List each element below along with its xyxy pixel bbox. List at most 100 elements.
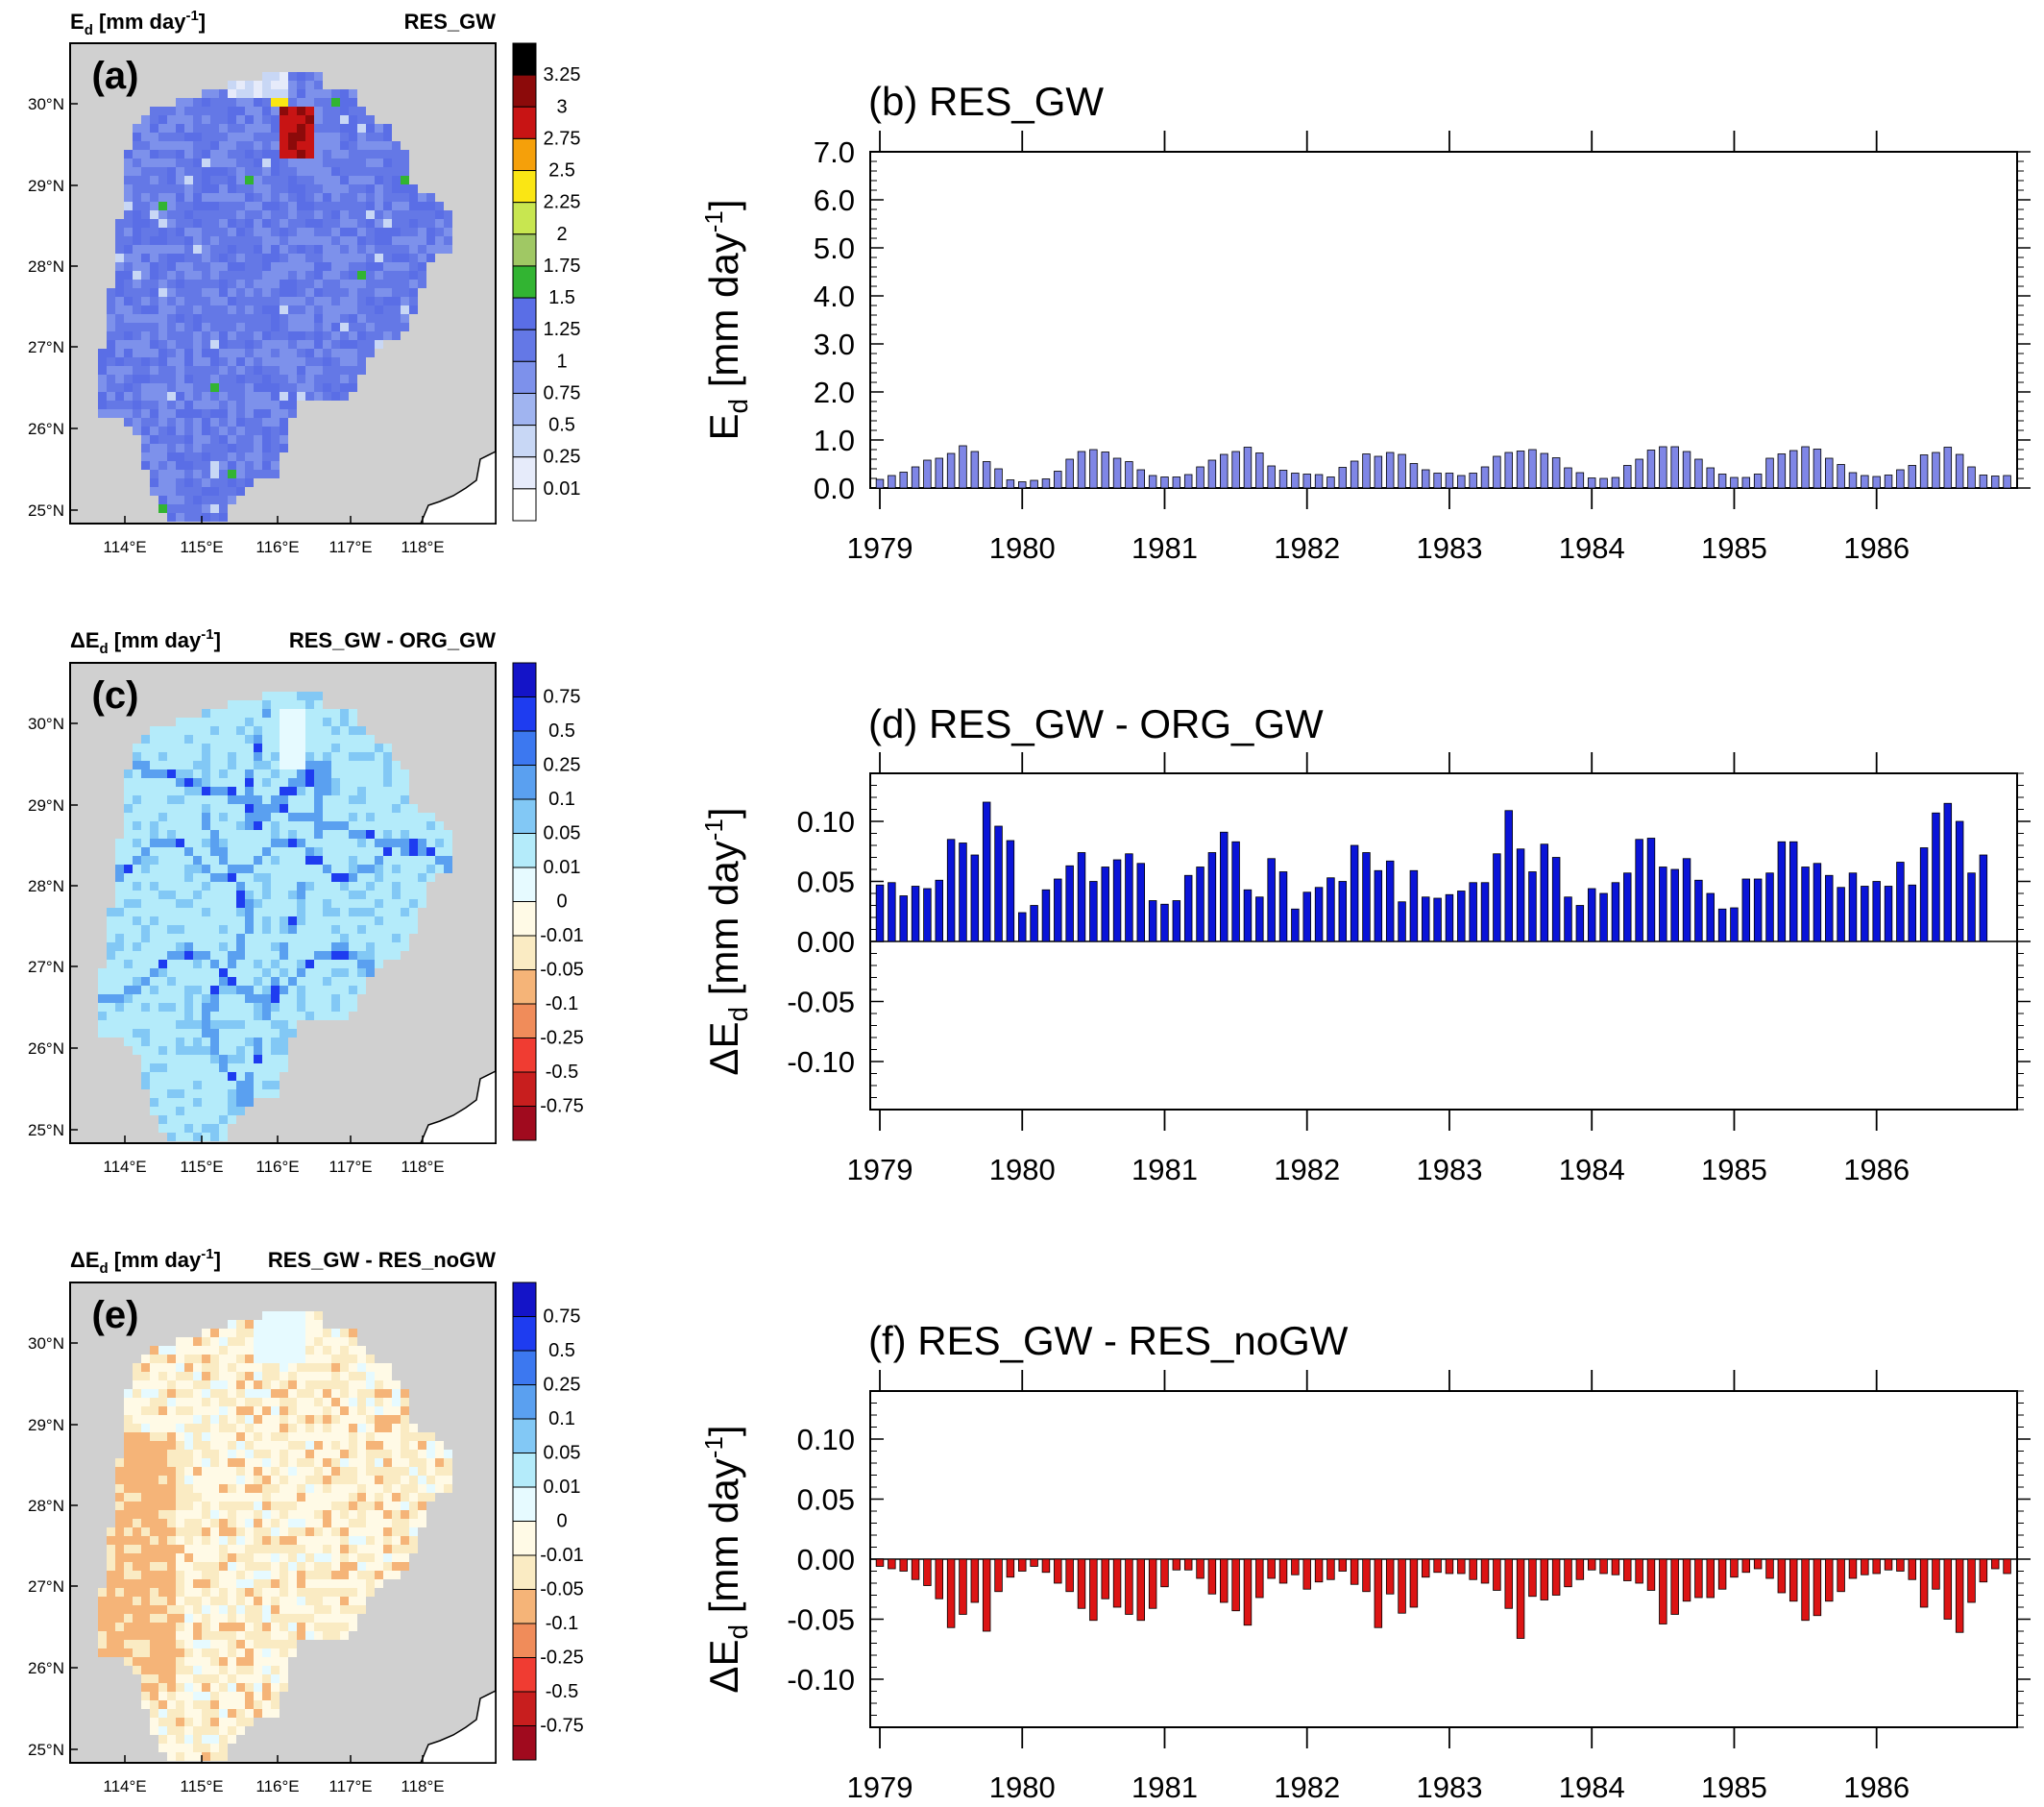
map-cell [349,89,357,98]
map-cell [210,1329,219,1337]
map-cell [210,167,219,176]
map-cell [150,1098,158,1107]
bar [1089,449,1098,489]
map-cell [115,873,124,882]
map-cell [124,1415,133,1424]
map-cell [409,1502,418,1510]
map-cell [409,184,418,193]
map-cell [219,1752,228,1761]
map-cell [219,478,228,487]
map-cell [133,167,141,176]
map-cell [375,271,383,280]
map-cell [331,899,340,908]
lat-tick-label: 25°N [28,501,64,520]
map-cell [133,219,141,228]
map-cell [176,1536,184,1545]
map-cell [297,942,305,951]
map-cell [331,1406,340,1415]
map-cell [141,986,150,994]
map-cell [366,349,375,357]
map-cell [193,1046,202,1055]
map-cell [158,1372,167,1380]
map-cell [254,1700,262,1709]
map-cell [262,1450,271,1458]
map-cell [158,1415,167,1424]
map-cell [219,1744,228,1752]
map-cell [280,994,288,1003]
map-cell [401,1398,409,1406]
map-cell [202,1458,210,1467]
map-cell [158,1115,167,1124]
map-cell [193,977,202,986]
map-cell [331,1467,340,1476]
map-cell [158,1089,167,1098]
map-cell [401,150,409,159]
map-cell [323,254,331,262]
map-cell [305,357,314,366]
map-cell [141,1623,150,1631]
map-cell [357,821,366,830]
map-cell [228,865,236,873]
map-cell [184,1674,193,1683]
map-cell [262,865,271,873]
map-cell [202,960,210,968]
map-cell [288,219,297,228]
map-cell [210,124,219,133]
bar [1101,1558,1109,1599]
map-cell [271,202,280,210]
map-cell [133,847,141,856]
map-cell [383,323,392,331]
map-cell [184,1666,193,1674]
map-cell [331,856,340,865]
map-cell [124,795,133,804]
bar [1136,1558,1146,1622]
map-cell [228,873,236,882]
bar [1504,452,1513,489]
map-cell [314,1484,323,1493]
bar [1422,1558,1430,1578]
map-cell [98,1640,107,1648]
map-cell [228,899,236,908]
map-cell [219,1631,228,1640]
map-cell [158,487,167,496]
map-cell [98,1029,107,1038]
bar [1741,476,1751,489]
map-cell [314,124,323,133]
map-cell [193,115,202,124]
map-cell [349,1614,357,1623]
map-cell [202,1020,210,1029]
map-cell [254,1476,262,1484]
map-cell [314,1493,323,1502]
map-cell [150,210,158,219]
map-cell [349,262,357,271]
map-cell [349,236,357,245]
map-cell [150,159,158,167]
map-cell [288,1605,297,1614]
map-cell [305,1012,314,1020]
bar [970,854,980,942]
bar [946,452,956,489]
map-cell [331,1623,340,1631]
map-cell [340,821,349,830]
map-cell [323,839,331,847]
map-cell [245,98,254,107]
map-cell [271,1372,280,1380]
map-cell [280,1063,288,1072]
map-cell [133,1562,141,1571]
map-cell [184,401,193,409]
map-cell [280,1450,288,1458]
map-cell [141,1545,150,1553]
map-cell [184,375,193,383]
bar [1350,460,1359,489]
map-cell [349,1493,357,1502]
map-cell [228,1389,236,1398]
bar [1148,900,1157,942]
colorbar-box [512,798,537,834]
map-cell [340,951,349,960]
map-cell [193,1666,202,1674]
map-cell [418,219,426,228]
map-cell [193,1055,202,1063]
map-cell [254,1709,262,1718]
map-cell [383,1493,392,1502]
bar [1160,476,1169,489]
